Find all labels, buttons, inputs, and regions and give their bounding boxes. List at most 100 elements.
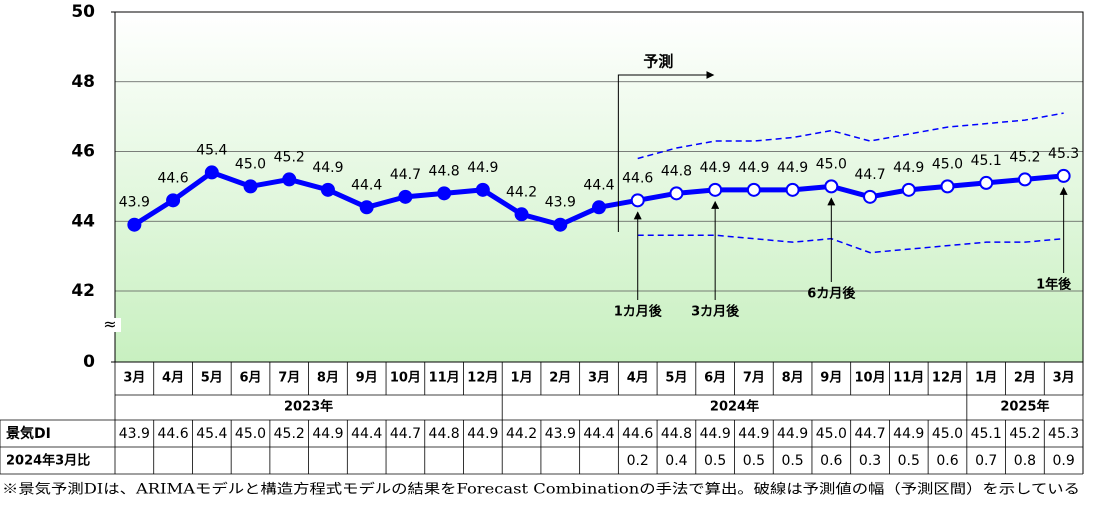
forecast-band (637, 112, 1064, 160)
y-tick-label: 44 (71, 211, 95, 231)
table-cell: 0.2 (627, 453, 649, 469)
table-cell: 0.5 (898, 453, 920, 469)
point (1017, 172, 1032, 187)
y-tick-label: 46 (71, 142, 95, 162)
point (901, 182, 916, 197)
x-tick-label: 10月 (854, 371, 885, 386)
table-cell: 0.8 (1014, 453, 1036, 469)
data-label: 43.9 (545, 195, 576, 211)
table-cell: 44.6 (622, 426, 653, 442)
annotation: 1年後 (1036, 277, 1072, 293)
data-label: 43.9 (119, 195, 150, 211)
table-cell: 45.4 (196, 426, 227, 442)
table-cell: 0.6 (936, 453, 958, 469)
x-tick-label: 11月 (893, 371, 924, 386)
table-cell: 45.0 (932, 426, 963, 442)
x-tick-label: 8月 (782, 371, 804, 386)
row-label: 景気DI (6, 425, 51, 442)
data-label: 44.4 (583, 177, 614, 193)
table-cell: 44.9 (738, 426, 769, 442)
data-label: 45.0 (816, 156, 847, 172)
data-label: 44.8 (661, 163, 692, 179)
data-label: 44.2 (506, 184, 537, 200)
forecast-arrow (617, 71, 715, 232)
point (243, 179, 258, 194)
y-tick-label: 0 (83, 352, 95, 372)
data-label: 44.9 (467, 160, 498, 176)
x-tick-label: 5月 (665, 371, 687, 386)
table-cell: 45.0 (235, 426, 266, 442)
point (940, 179, 955, 194)
table-cell: 0.5 (704, 453, 726, 469)
x-tick-label: 9月 (820, 371, 842, 386)
x-tick-label: 7月 (278, 371, 300, 386)
table-cell: 45.3 (1048, 426, 1079, 442)
x-tick-label: 8月 (317, 371, 339, 386)
data-label: 44.7 (854, 167, 885, 183)
x-tick-label: 6月 (704, 371, 726, 386)
data-label: 44.9 (893, 160, 924, 176)
table-cell: 45.2 (1009, 426, 1040, 442)
table-cell: 44.9 (700, 426, 731, 442)
point (785, 182, 800, 197)
table-cell: 44.9 (893, 426, 924, 442)
table-cell: 0.3 (859, 453, 881, 469)
table-cell: 44.8 (429, 426, 460, 442)
table-cell: 44.9 (312, 426, 343, 442)
year-label: 2025年 (1000, 399, 1049, 415)
forecast-label: 予測 (643, 53, 673, 71)
x-tick-label: 12月 (467, 371, 498, 386)
data-label: 45.2 (1009, 149, 1040, 165)
table-cell: 45.2 (274, 426, 305, 442)
year-label: 2024年 (710, 399, 759, 415)
data-label: 44.6 (622, 170, 653, 186)
annotation: 1カ月後 (614, 304, 663, 320)
y-tick-label: 42 (71, 281, 95, 301)
table-cell: 0.9 (1053, 453, 1075, 469)
point (166, 193, 181, 208)
table-cell: 44.9 (777, 426, 808, 442)
table-cell: 0.4 (665, 453, 687, 469)
data-label: 44.8 (429, 163, 460, 179)
x-tick-label: 3月 (1053, 371, 1075, 386)
x-tick-label: 3月 (123, 371, 145, 386)
table-cell: 44.7 (390, 426, 421, 442)
x-tick-label: 12月 (932, 371, 963, 386)
x-tick-label: 2月 (549, 371, 571, 386)
table-cell: 43.9 (545, 426, 576, 442)
table-cell: 44.6 (157, 426, 188, 442)
table-cell: 44.7 (854, 426, 885, 442)
point (630, 193, 645, 208)
data-label: 45.3 (1048, 146, 1079, 162)
point (1056, 168, 1071, 183)
table-cell: 44.8 (661, 426, 692, 442)
point (708, 182, 723, 197)
point (204, 165, 219, 180)
point (669, 186, 684, 201)
x-tick-label: 3月 (588, 371, 610, 386)
y-tick-label: 48 (71, 72, 95, 92)
data-label: 44.7 (390, 167, 421, 183)
x-tick-label: 4月 (627, 371, 649, 386)
x-tick-label: 4月 (162, 371, 184, 386)
x-tick-label: 9月 (356, 371, 378, 386)
table-cell: 43.9 (119, 426, 150, 442)
point (398, 189, 413, 204)
table-cell: 44.4 (351, 426, 382, 442)
row-label: 2024年3月比 (6, 453, 90, 469)
data-label: 45.2 (274, 149, 305, 165)
x-tick-label: 1月 (511, 371, 533, 386)
x-tick-label: 6月 (239, 371, 261, 386)
point (514, 207, 529, 222)
x-tick-label: 10月 (390, 371, 421, 386)
table-cell: 44.4 (583, 426, 614, 442)
table-cell: 45.0 (816, 426, 847, 442)
point (979, 175, 994, 190)
year-label: 2023年 (284, 399, 333, 415)
point (553, 217, 568, 232)
table-cell: 0.6 (820, 453, 842, 469)
point (746, 182, 761, 197)
table-cell: 44.9 (467, 426, 498, 442)
